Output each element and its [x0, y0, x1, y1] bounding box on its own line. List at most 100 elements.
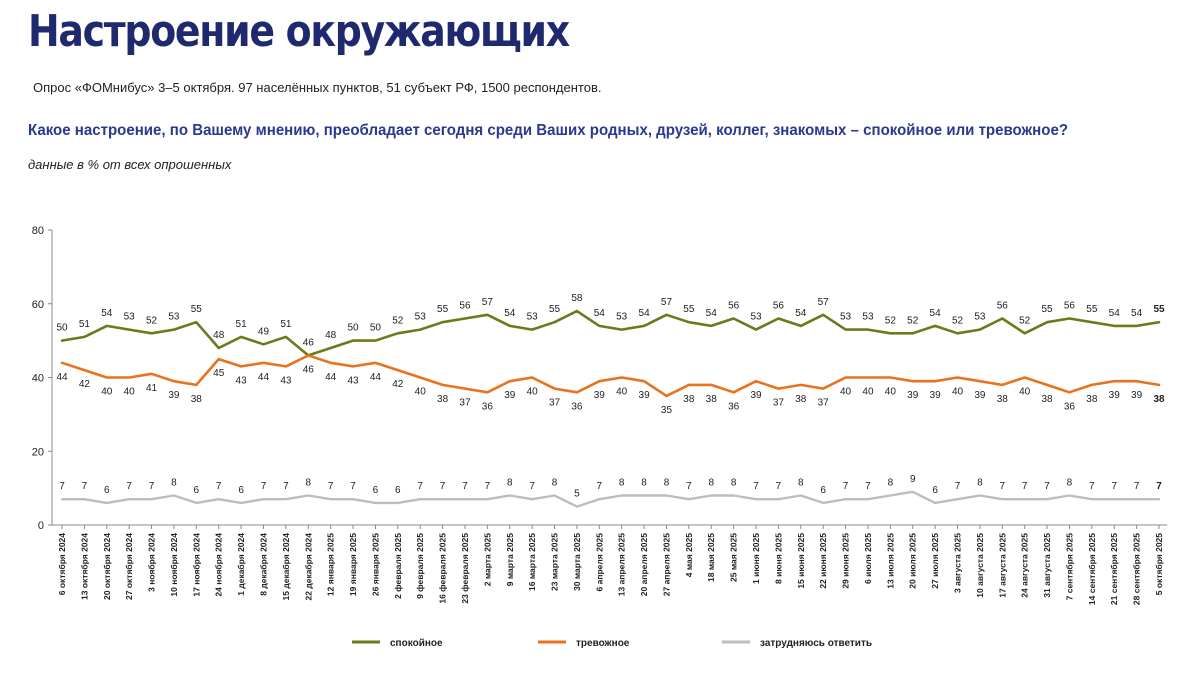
- data-label: 7: [1156, 481, 1162, 492]
- data-label: 52: [952, 315, 964, 326]
- x-tick-label: 10 ноября 2024: [169, 533, 179, 597]
- data-label: 8: [977, 478, 983, 489]
- x-tick-label: 6 октября 2024: [57, 533, 67, 595]
- x-tick-label: 23 февраля 2025: [460, 533, 470, 604]
- y-tick-label: 0: [38, 520, 44, 532]
- data-label: 8: [619, 478, 625, 489]
- x-tick-label: 18 мая 2025: [706, 533, 716, 582]
- x-tick-label: 19 января 2025: [348, 533, 358, 596]
- x-tick-label: 14 сентября 2025: [1087, 533, 1097, 605]
- x-tick-label: 6 апреля 2025: [594, 533, 604, 592]
- data-label: 52: [885, 315, 897, 326]
- x-tick-label: 28 сентября 2025: [1132, 533, 1142, 605]
- series-line-1: [60, 354, 1161, 398]
- data-label: 7: [1111, 481, 1117, 492]
- data-label: 7: [485, 481, 491, 492]
- data-label: 54: [930, 308, 942, 319]
- data-label: 36: [728, 401, 740, 412]
- data-label: 51: [79, 319, 91, 330]
- data-label: 7: [843, 481, 849, 492]
- data-label: 8: [171, 478, 177, 489]
- data-label: 7: [328, 481, 334, 492]
- x-tick-label: 1 июня 2025: [751, 533, 761, 584]
- data-label: 7: [149, 481, 155, 492]
- data-label: 8: [641, 478, 647, 489]
- data-label: 40: [952, 387, 964, 398]
- data-label: 39: [930, 390, 942, 401]
- data-label: 43: [280, 375, 292, 386]
- data-label: 50: [347, 323, 359, 334]
- data-label: 37: [549, 398, 561, 409]
- x-tick-label: 31 августа 2025: [1042, 533, 1052, 598]
- data-label: 7: [440, 481, 446, 492]
- data-label: 54: [639, 308, 651, 319]
- x-tick-label: 5 октября 2025: [1154, 533, 1164, 595]
- data-label: 40: [527, 387, 539, 398]
- data-label: 44: [370, 372, 382, 383]
- data-label: 53: [750, 312, 762, 323]
- x-tick-label: 3 августа 2025: [953, 533, 963, 593]
- data-label: 35: [661, 405, 673, 416]
- x-tick-label: 17 августа 2025: [997, 533, 1007, 598]
- data-label: 53: [616, 312, 628, 323]
- data-label: 53: [527, 312, 539, 323]
- x-tick-label: 9 февраля 2025: [415, 533, 425, 599]
- data-label: 7: [1000, 481, 1006, 492]
- x-tick-label: 27 октября 2024: [124, 533, 134, 600]
- data-label: 7: [462, 481, 468, 492]
- data-label: 39: [1131, 390, 1143, 401]
- data-label: 53: [974, 312, 986, 323]
- survey-question: Какое настроение, по Вашему мнению, прео…: [28, 122, 1069, 139]
- data-label: 50: [370, 323, 382, 334]
- x-tick-label: 16 февраля 2025: [438, 533, 448, 604]
- x-tick-label: 20 октября 2024: [102, 533, 112, 600]
- data-label: 38: [437, 394, 449, 405]
- data-label: 48: [325, 330, 337, 341]
- data-label: 57: [818, 297, 830, 308]
- x-tick-label: 27 июля 2025: [930, 533, 940, 589]
- data-label: 8: [305, 478, 311, 489]
- data-label: 38: [1041, 394, 1053, 405]
- data-label: 53: [862, 312, 874, 323]
- y-tick-label: 60: [32, 299, 44, 311]
- y-tick-label: 80: [32, 225, 44, 237]
- data-label: 38: [683, 394, 695, 405]
- x-tick-label: 8 декабря 2024: [258, 533, 268, 596]
- data-label: 53: [168, 312, 180, 323]
- data-label: 38: [997, 394, 1009, 405]
- data-label: 57: [661, 297, 673, 308]
- data-label: 45: [213, 368, 225, 379]
- data-label: 38: [1153, 394, 1165, 405]
- data-label: 6: [820, 485, 826, 496]
- data-label: 7: [955, 481, 961, 492]
- data-label: 41: [146, 383, 158, 394]
- page-title: Настроение окружающих: [28, 6, 570, 57]
- x-tick-label: 29 июня 2025: [841, 533, 851, 589]
- data-label: 7: [126, 481, 132, 492]
- data-label: 56: [1064, 301, 1076, 312]
- data-label: 40: [415, 387, 427, 398]
- data-label: 39: [1109, 390, 1121, 401]
- data-label: 55: [1086, 304, 1098, 315]
- data-label: 39: [907, 390, 919, 401]
- series-line-2: [60, 490, 1161, 508]
- data-label: 38: [795, 394, 807, 405]
- data-label: 55: [1153, 304, 1165, 315]
- data-label: 37: [459, 398, 471, 409]
- x-tick-label: 13 апреля 2025: [617, 533, 627, 596]
- data-label: 36: [1064, 401, 1076, 412]
- data-label: 6: [373, 485, 379, 496]
- x-tick-label: 2 февраля 2025: [393, 533, 403, 599]
- data-label: 53: [124, 312, 136, 323]
- data-label: 6: [395, 485, 401, 496]
- data-label: 44: [258, 372, 270, 383]
- data-label: 7: [350, 481, 356, 492]
- data-label: 54: [1131, 308, 1143, 319]
- survey-subtitle: Опрос «ФОМнибус» 3–5 октября. 97 населён…: [33, 80, 602, 95]
- data-label: 54: [1109, 308, 1121, 319]
- data-label: 43: [347, 375, 359, 386]
- data-label: 56: [459, 301, 471, 312]
- data-label: 7: [216, 481, 222, 492]
- data-label: 52: [392, 315, 404, 326]
- x-tick-label: 21 сентября 2025: [1109, 533, 1119, 605]
